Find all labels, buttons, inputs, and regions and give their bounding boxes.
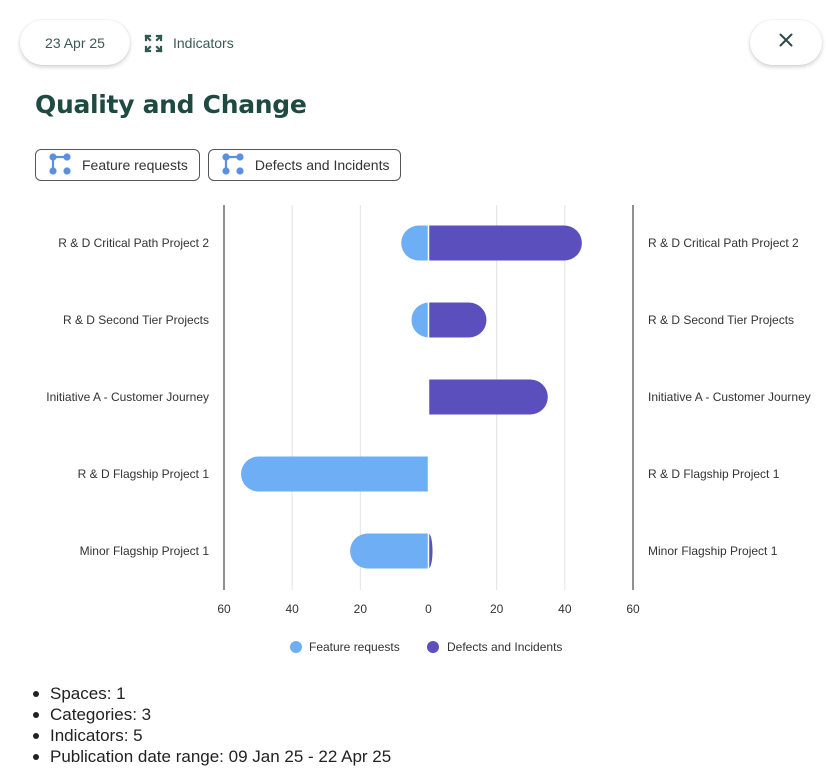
summary-list: Spaces: 1 Categories: 3 Indicators: 5 Pu… [32,683,392,767]
category-label-right: R & D Critical Path Project 2 [648,236,799,250]
x-tick-label: 40 [285,602,299,616]
category-label-left: R & D Flagship Project 1 [78,467,210,481]
legend-label-feature-requests: Feature requests [309,640,400,654]
category-label-right: Initiative A - Customer Journey [648,390,811,404]
legend-label-defects-and-incidents: Defects and Incidents [447,640,562,654]
bar-feature-requests [411,302,429,338]
bar-defects-and-incidents [428,533,433,569]
network-icon [221,152,245,179]
bar-defects-and-incidents [428,225,582,261]
close-icon [779,33,793,52]
chip-defects-and-incidents[interactable]: Defects and Incidents [207,149,402,181]
chart-svg: 60 40 20 0 20 40 60 R & D Critical Path Project… [46,205,811,654]
category-label-left: Initiative A - Customer Journey [46,390,209,404]
category-label-left: R & D Second Tier Projects [63,313,209,327]
category-label-right: R & D Flagship Project 1 [648,467,780,481]
bar-defects-and-incidents [428,302,487,338]
series-chips: Feature requests Defects and Incidents [35,149,402,181]
bar-defects-and-incidents [428,379,548,415]
date-button[interactable]: 23 Apr 25 [20,20,130,65]
legend-swatch-feature-requests [290,641,302,653]
x-tick-label: 0 [425,602,432,616]
bar-feature-requests [401,225,429,261]
x-tick-label: 60 [626,602,640,616]
category-label-left: Minor Flagship Project 1 [80,544,210,558]
chip-label: Feature requests [82,157,188,173]
x-tick-label: 40 [558,602,572,616]
top-bar: 23 Apr 25 Indicators [0,0,826,80]
diverging-bar-chart: 60 40 20 0 20 40 60 R & D Critical Path Project… [0,195,826,665]
category-label-right: R & D Second Tier Projects [648,313,794,327]
chip-feature-requests[interactable]: Feature requests [35,149,200,181]
bar-feature-requests [350,533,429,569]
bar-feature-requests [241,456,429,492]
category-label-left: R & D Critical Path Project 2 [58,236,209,250]
summary-categories: Categories: 3 [32,704,391,725]
x-tick-label: 20 [490,602,504,616]
category-label-right: Minor Flagship Project 1 [648,544,778,558]
summary-spaces: Spaces: 1 [32,683,391,704]
page-title: Quality and Change [35,90,307,119]
summary-date-range: Publication date range: 09 Jan 25 - 22 A… [32,747,392,766]
summary-indicators: Indicators: 5 [32,725,391,746]
chip-label: Defects and Incidents [254,157,390,173]
date-label: 23 Apr 25 [45,34,105,51]
x-tick-label: 60 [217,602,231,616]
indicators-label: Indicators [173,35,234,51]
x-tick-label: 20 [354,602,368,616]
expand-icon [144,33,163,53]
legend-swatch-defects-and-incidents [427,641,439,653]
indicators-button[interactable]: Indicators [144,32,234,54]
network-icon [48,152,72,179]
close-button[interactable] [750,20,822,65]
